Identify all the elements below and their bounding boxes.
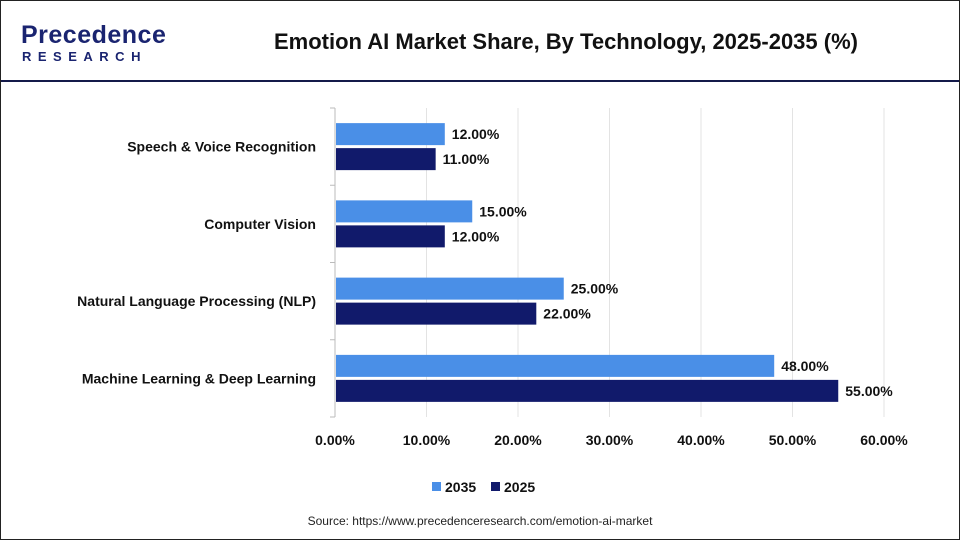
bar-2035 [336, 277, 564, 300]
data-label: 15.00% [479, 203, 527, 219]
data-label: 48.00% [781, 358, 829, 374]
data-label: 12.00% [452, 228, 500, 244]
bar-2025 [336, 302, 537, 325]
logo-line1: Precedence [21, 21, 167, 49]
x-tick-label: 10.00% [403, 432, 451, 448]
legend-label: 2025 [504, 479, 535, 495]
legend-swatch-2025 [491, 482, 500, 491]
source-text: Source: https://www.precedenceresearch.c… [307, 514, 653, 528]
category-label: Machine Learning & Deep Learning [82, 370, 316, 386]
bar-2025 [336, 148, 436, 171]
x-tick-label: 20.00% [494, 432, 542, 448]
data-label: 22.00% [543, 306, 591, 322]
precedence-research-logo: Precedence RESEARCH [17, 21, 167, 65]
bar-2035 [336, 200, 473, 223]
category-label: Computer Vision [204, 216, 316, 232]
bar-2025 [336, 379, 839, 402]
bar-2035 [336, 354, 775, 377]
category-label: Natural Language Processing (NLP) [77, 293, 316, 309]
bar-2025 [336, 225, 445, 248]
logo-line2: RESEARCH [22, 49, 147, 64]
category-label: Speech & Voice Recognition [127, 139, 316, 155]
x-tick-label: 0.00% [315, 432, 355, 448]
data-label: 25.00% [571, 281, 619, 297]
bar-2035 [336, 123, 445, 146]
x-tick-label: 60.00% [860, 432, 908, 448]
x-tick-label: 30.00% [586, 432, 634, 448]
data-label: 55.00% [845, 383, 893, 399]
header-divider [1, 80, 959, 82]
chart-title: Emotion AI Market Share, By Technology, … [274, 29, 858, 54]
data-label: 12.00% [452, 126, 500, 142]
x-tick-label: 40.00% [677, 432, 725, 448]
data-label: 11.00% [443, 151, 490, 167]
legend-label: 2035 [445, 479, 476, 495]
x-tick-label: 50.00% [769, 432, 817, 448]
legend-swatch-2035 [432, 482, 441, 491]
